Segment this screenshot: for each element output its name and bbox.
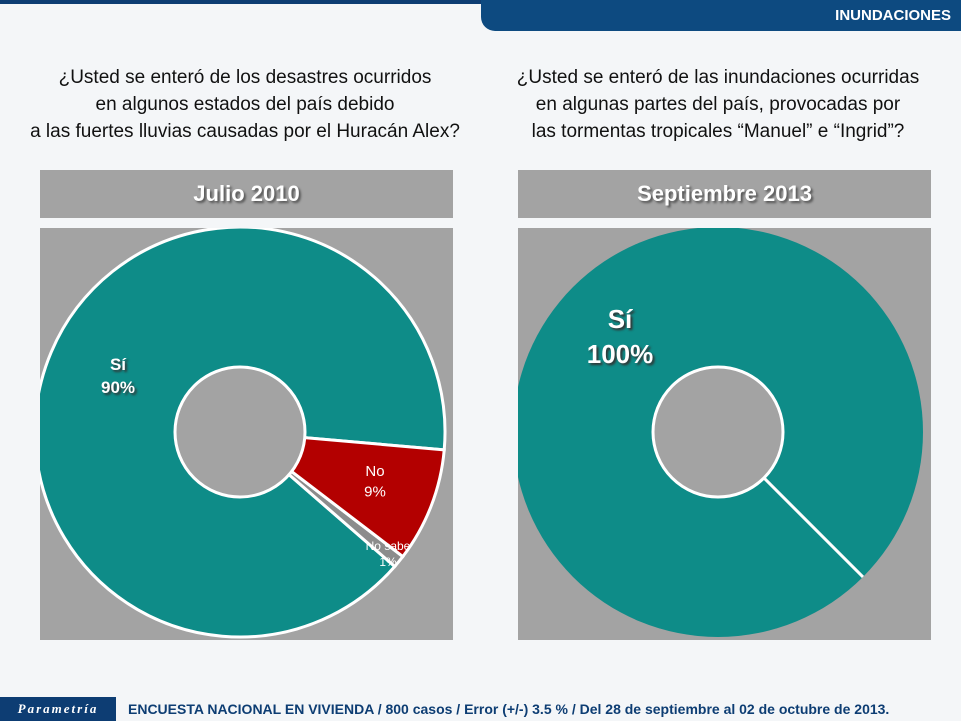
- chart-title-right: Septiembre 2013: [518, 170, 931, 218]
- question-line: las tormentas tropicales “Manuel” e “Ing…: [531, 121, 905, 142]
- donut-hole: [173, 365, 307, 499]
- question-line: en algunas partes del país, provocadas p…: [535, 94, 901, 115]
- donut-hole: [651, 365, 785, 499]
- top-bar: [0, 0, 961, 4]
- section-title: INUNDACIONES: [835, 7, 951, 24]
- slice-label: Sí 100%: [587, 304, 654, 369]
- question-line: a las fuertes lluvias causadas por el Hu…: [30, 121, 460, 142]
- parametria-logo: Parametría: [0, 697, 116, 721]
- footer-note: ENCUESTA NACIONAL EN VIVIENDA / 800 caso…: [128, 701, 890, 717]
- question-right: ¿Usted se enteró de las inundaciones ocu…: [483, 64, 953, 145]
- question-line: ¿Usted se enteró de las inundaciones ocu…: [516, 67, 920, 88]
- question-line: ¿Usted se enteró de los desastres ocurri…: [58, 67, 432, 88]
- question-line: en algunos estados del país debido: [95, 94, 395, 115]
- slice-label: No 9%: [364, 463, 386, 500]
- chart-title-left: Julio 2010: [40, 170, 453, 218]
- donut-chart-2013: Sí 100%: [513, 227, 931, 640]
- section-tab: INUNDACIONES: [481, 0, 961, 31]
- slice-separator: [762, 476, 865, 579]
- donut-chart-2010: No 9% No sabe 1% Sí 90%: [33, 225, 453, 640]
- question-left: ¿Usted se enteró de los desastres ocurri…: [10, 64, 480, 145]
- slice-label: Sí 90%: [101, 355, 135, 397]
- slice-label: No sabe 1%: [366, 539, 411, 569]
